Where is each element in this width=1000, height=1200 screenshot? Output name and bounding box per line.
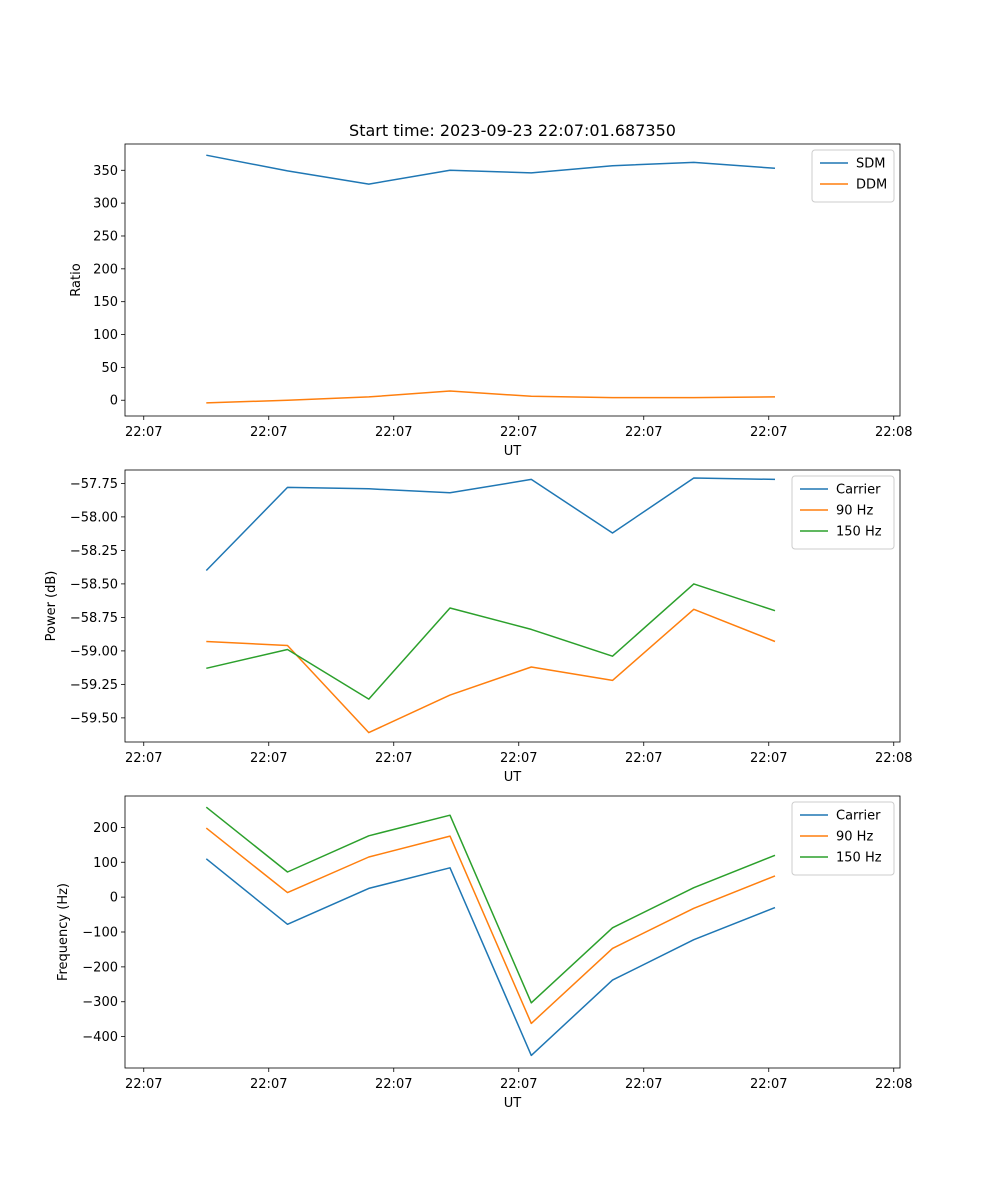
power-y-tick-label: −58.50 [70, 577, 118, 592]
frequency-x-tick-label: 22:07 [500, 1077, 537, 1092]
frequency-y-tick-label: −400 [82, 1030, 118, 1045]
ratio-x-tick-label: 22:07 [250, 425, 287, 440]
power-y-tick-label: −57.75 [70, 477, 118, 492]
frequency-y-tick-label: −300 [82, 995, 118, 1010]
power-legend: Carrier 90 Hz 150 Hz [791, 475, 895, 550]
power-x-tick-label: 22:07 [375, 751, 412, 766]
frequency-x-tick-label: 22:08 [875, 1077, 912, 1092]
power-y-tick-label: −59.00 [70, 644, 118, 659]
frequency-legend: Carrier 90 Hz 150 Hz [791, 801, 895, 876]
frequency-y-tick-label: 0 [110, 891, 118, 906]
ratio-legend: SDM DDM [811, 149, 895, 203]
power-legend-label: 90 Hz [836, 504, 873, 519]
power-x-tick-label: 22:07 [250, 751, 287, 766]
frequency-x-axis-label: UT [504, 1096, 522, 1111]
frequency-y-axis-label: Frequency (Hz) [56, 883, 71, 981]
ratio-series-line-sdm [206, 154, 776, 185]
frequency-y-tick-label: −100 [82, 926, 118, 941]
power-x-axis-label: UT [504, 770, 522, 785]
power-series-line-90-hz [206, 608, 776, 734]
frequency-y-tick-label: 100 [93, 856, 118, 871]
ratio-x-tick-label: 22:07 [500, 425, 537, 440]
frequency-x-tick-label: 22:07 [625, 1077, 662, 1092]
power-axes-frame [124, 469, 901, 743]
power-y-tick-label: −59.50 [70, 711, 118, 726]
ratio-x-tick-label: 22:07 [625, 425, 662, 440]
ratio-y-tick-label: 350 [93, 164, 118, 179]
frequency-legend-label: 150 Hz [836, 851, 882, 866]
power-y-axis-label: Power (dB) [44, 571, 59, 642]
power-x-tick-label: 22:08 [875, 751, 912, 766]
power-y-tick-label: −58.75 [70, 611, 118, 626]
power-panel: 22:07 22:07 22:07 22:07 22:07 22:07 22:08 UT −59… [44, 469, 912, 785]
ratio-x-tick-label: 22:07 [125, 425, 162, 440]
ratio-y-axis-label: Ratio [69, 263, 84, 296]
ratio-x-tick-label: 22:07 [375, 425, 412, 440]
ratio-y-tick-label: 0 [110, 394, 118, 409]
power-y-tick-label: −59.25 [70, 678, 118, 693]
figure-title: Start time: 2023-09-23 22:07:01.687350 [349, 121, 676, 140]
frequency-series-line-carrier [205, 858, 776, 1057]
ratio-legend-label: DDM [856, 178, 887, 193]
ratio-x-tick-label: 22:07 [750, 425, 787, 440]
ratio-y-tick-label: 250 [93, 229, 118, 244]
power-x-tick-label: 22:07 [125, 751, 162, 766]
ratio-x-tick-label: 22:08 [875, 425, 912, 440]
power-x-tick-label: 22:07 [625, 751, 662, 766]
frequency-legend-label: Carrier [836, 809, 881, 824]
power-x-tick-label: 22:07 [750, 751, 787, 766]
frequency-legend-label: 90 Hz [836, 830, 873, 845]
ratio-legend-label: SDM [856, 157, 885, 172]
power-legend-label: 150 Hz [836, 525, 882, 540]
power-series-line-150-hz [206, 583, 776, 700]
power-series-line-carrier [205, 477, 776, 572]
frequency-series-line-90-hz [205, 827, 776, 1025]
frequency-panel: 22:07 22:07 22:07 22:07 22:07 22:07 22:08 UT −40… [56, 795, 912, 1111]
frequency-x-tick-label: 22:07 [250, 1077, 287, 1092]
power-legend-label: Carrier [836, 483, 881, 498]
ratio-axes-frame [124, 143, 901, 417]
ratio-x-axis-label: UT [504, 444, 522, 459]
frequency-x-tick-label: 22:07 [750, 1077, 787, 1092]
frequency-x-tick-label: 22:07 [375, 1077, 412, 1092]
ratio-y-tick-label: 50 [101, 361, 118, 376]
ratio-y-tick-label: 100 [93, 328, 118, 343]
power-y-tick-label: −58.25 [70, 544, 118, 559]
ratio-y-tick-label: 150 [93, 295, 118, 310]
power-y-tick-label: −58.00 [70, 510, 118, 525]
frequency-y-tick-label: 200 [93, 821, 118, 836]
ratio-panel: 22:07 22:07 22:07 22:07 22:07 22:07 22:08 UT 0 50… [69, 143, 912, 459]
ratio-y-tick-label: 200 [93, 262, 118, 277]
frequency-x-tick-label: 22:07 [125, 1077, 162, 1092]
frequency-y-tick-label: −200 [82, 960, 118, 975]
power-x-tick-label: 22:07 [500, 751, 537, 766]
frequency-series-line-150-hz [205, 806, 776, 1004]
ratio-y-tick-label: 300 [93, 197, 118, 212]
ratio-series-line-ddm [206, 390, 776, 404]
